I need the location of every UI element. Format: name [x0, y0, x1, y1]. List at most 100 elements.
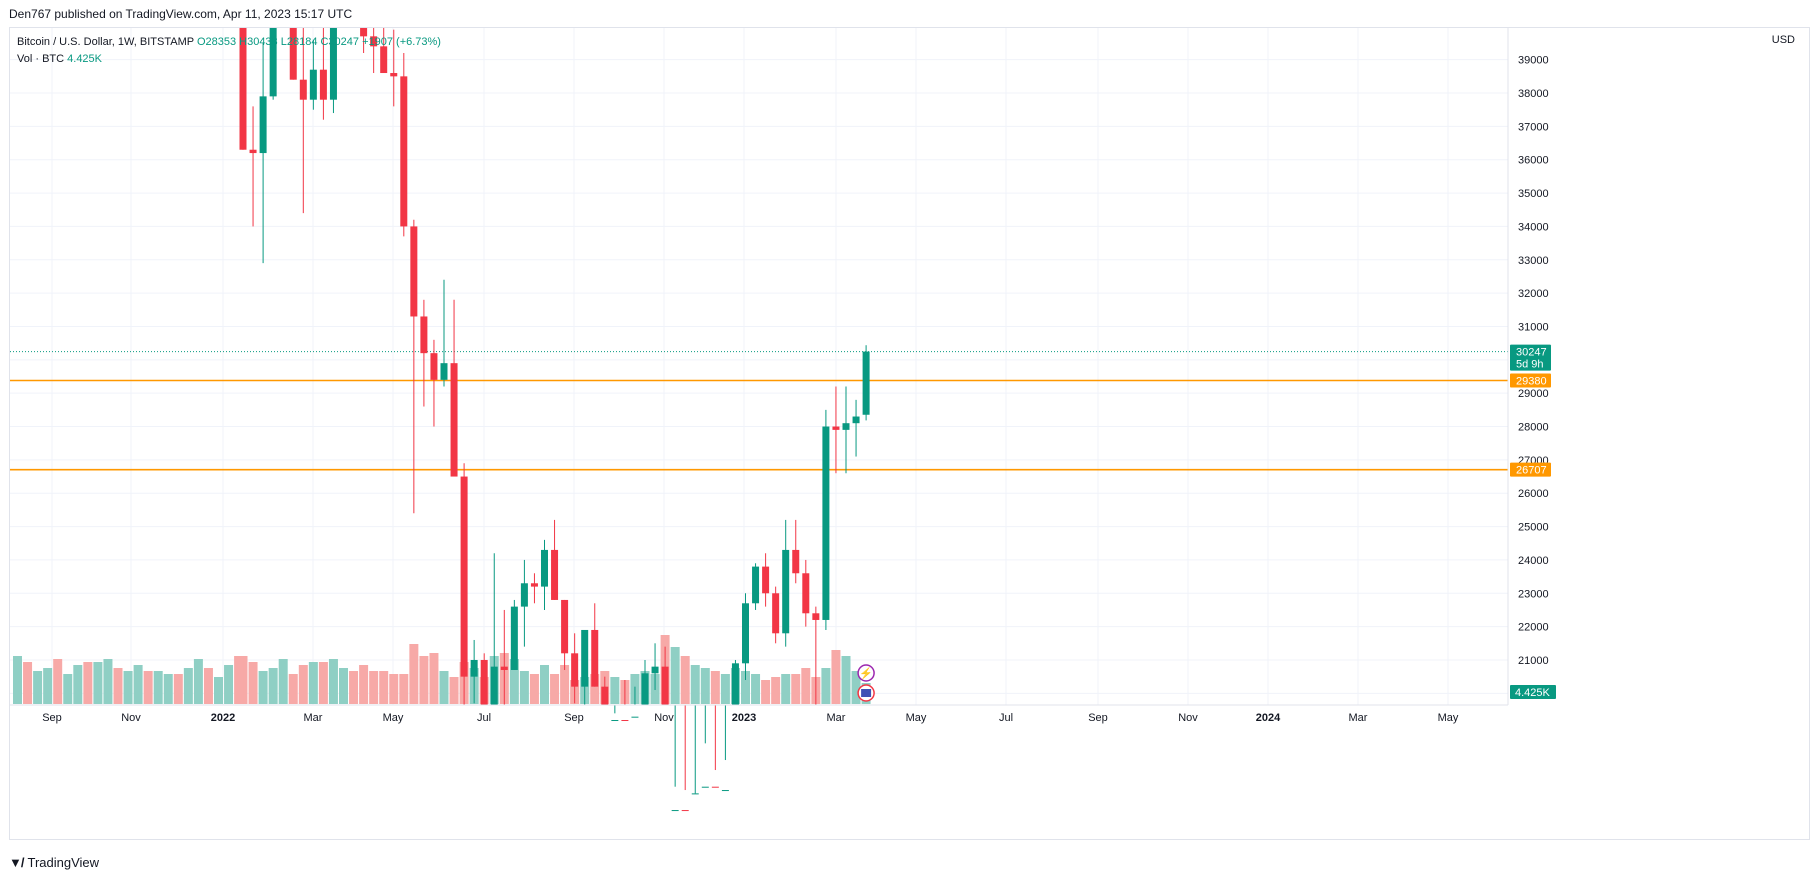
candle-body: [721, 790, 729, 792]
price-tick-label: 38000: [1518, 88, 1549, 100]
volume-bar: [308, 662, 318, 704]
price-tick-label: 32000: [1518, 288, 1549, 300]
candle-body: [812, 613, 820, 620]
candle-body: [450, 363, 458, 477]
candle-body: [731, 663, 739, 705]
candle-body: [601, 686, 609, 705]
event-markers[interactable]: ⚡: [857, 664, 875, 702]
legend-volume-value: 4.425K: [67, 53, 103, 65]
price-tick-label: 21000: [1518, 655, 1549, 667]
candle-body: [329, 28, 337, 100]
candle-body: [782, 549, 790, 634]
candle-body: [631, 716, 639, 718]
bitcoin-weekly-chart[interactable]: 2000021000220002300024000250002600027000…: [10, 28, 1811, 841]
price-tick-label: 34000: [1518, 221, 1549, 233]
candle-body: [289, 28, 297, 80]
volume-bar: [298, 665, 308, 704]
us-flag-glyph: [861, 689, 872, 697]
volume-bar: [113, 668, 123, 704]
candle-body: [259, 96, 267, 154]
volume-bar: [318, 662, 328, 704]
candle-body: [530, 583, 538, 587]
volume-bar: [801, 668, 811, 704]
candle-body: [370, 36, 378, 47]
candle-body: [400, 76, 408, 227]
time-tick-label: Mar: [827, 712, 846, 724]
candle-body: [701, 786, 709, 788]
volume-bar: [700, 668, 710, 704]
volume-bar: [73, 665, 83, 704]
legend-symbol-row[interactable]: Bitcoin / U.S. Dollar, 1W, BITSTAMP O283…: [17, 34, 441, 51]
volume-bar: [741, 671, 750, 704]
volume-label-text: 4.425K: [1515, 687, 1551, 699]
time-tick-label: Nov: [1178, 712, 1198, 724]
candle-body: [309, 69, 317, 100]
volume-bar: [761, 680, 771, 704]
volume-bar: [173, 674, 183, 704]
chart-frame: 2000021000220002300024000250002600027000…: [9, 27, 1810, 840]
volume-bar: [389, 674, 399, 704]
candle-body: [360, 28, 368, 37]
volume-bar: [449, 677, 459, 704]
tradingview-brand[interactable]: ▼/ TradingView: [9, 855, 99, 870]
candle-body: [249, 149, 257, 154]
candle-body: [440, 363, 448, 380]
time-tick-label: 2022: [211, 712, 235, 724]
candle-body: [480, 659, 488, 705]
candle-body: [681, 810, 689, 812]
price-tick-label: 39000: [1518, 55, 1549, 67]
price-tick-label: 28000: [1518, 422, 1549, 434]
volume-bar: [288, 674, 298, 704]
volume-bar: [183, 668, 193, 704]
volume-bar: [670, 647, 680, 704]
candle-body: [299, 79, 307, 100]
legend-symbol: Bitcoin / U.S. Dollar, 1W, BITSTAMP: [17, 36, 194, 48]
price-tick-label: 29000: [1518, 388, 1549, 400]
candle-body: [651, 666, 659, 674]
volume-bar: [379, 671, 389, 704]
horizontal-levels: [10, 351, 1508, 471]
price-tick-label: 36000: [1518, 155, 1549, 167]
candle-body: [611, 720, 619, 722]
candle-body: [711, 786, 719, 788]
candle-body: [621, 720, 629, 722]
candle-body: [410, 226, 418, 317]
volume-bar: [710, 671, 720, 704]
volume-bar: [821, 668, 831, 704]
volume-bar: [268, 668, 278, 704]
currency-unit[interactable]: USD: [1771, 34, 1795, 46]
price-tick-label: 24000: [1518, 555, 1549, 567]
candle-body: [862, 351, 870, 415]
candle-body: [742, 603, 749, 664]
time-tick-label: May: [383, 712, 404, 724]
volume-bar: [123, 671, 133, 704]
legend-volume-row[interactable]: Vol · BTC 4.425K: [17, 51, 441, 68]
volume-bar: [349, 671, 359, 704]
time-tick-label: Sep: [1088, 712, 1108, 724]
volume-bar: [328, 659, 338, 704]
legend-volume-label: Vol · BTC: [17, 53, 65, 65]
candle-body: [852, 416, 860, 424]
volume-bar: [339, 668, 348, 704]
tradingview-logo-icon: ▼/: [9, 855, 25, 870]
volume-bar: [409, 644, 419, 704]
volume-bar: [509, 659, 519, 704]
candles: [239, 28, 870, 812]
volume-bar: [53, 659, 63, 704]
price-tick-label: 23000: [1518, 588, 1549, 600]
price-label-bg: [1510, 373, 1551, 388]
price-label-text: 29380: [1516, 376, 1547, 388]
volume-bar: [214, 677, 223, 704]
time-tick-label: May: [906, 712, 927, 724]
lightning-event-icon: [857, 664, 875, 682]
candle-body: [510, 606, 518, 670]
volume-bar: [429, 653, 439, 704]
volume-bar: [720, 674, 730, 704]
price-tick-label: 37000: [1518, 121, 1549, 133]
price-tick-label: 33000: [1518, 255, 1549, 267]
volume-bars: [13, 635, 871, 704]
candle-body: [822, 426, 830, 620]
volume-bar: [63, 674, 73, 704]
